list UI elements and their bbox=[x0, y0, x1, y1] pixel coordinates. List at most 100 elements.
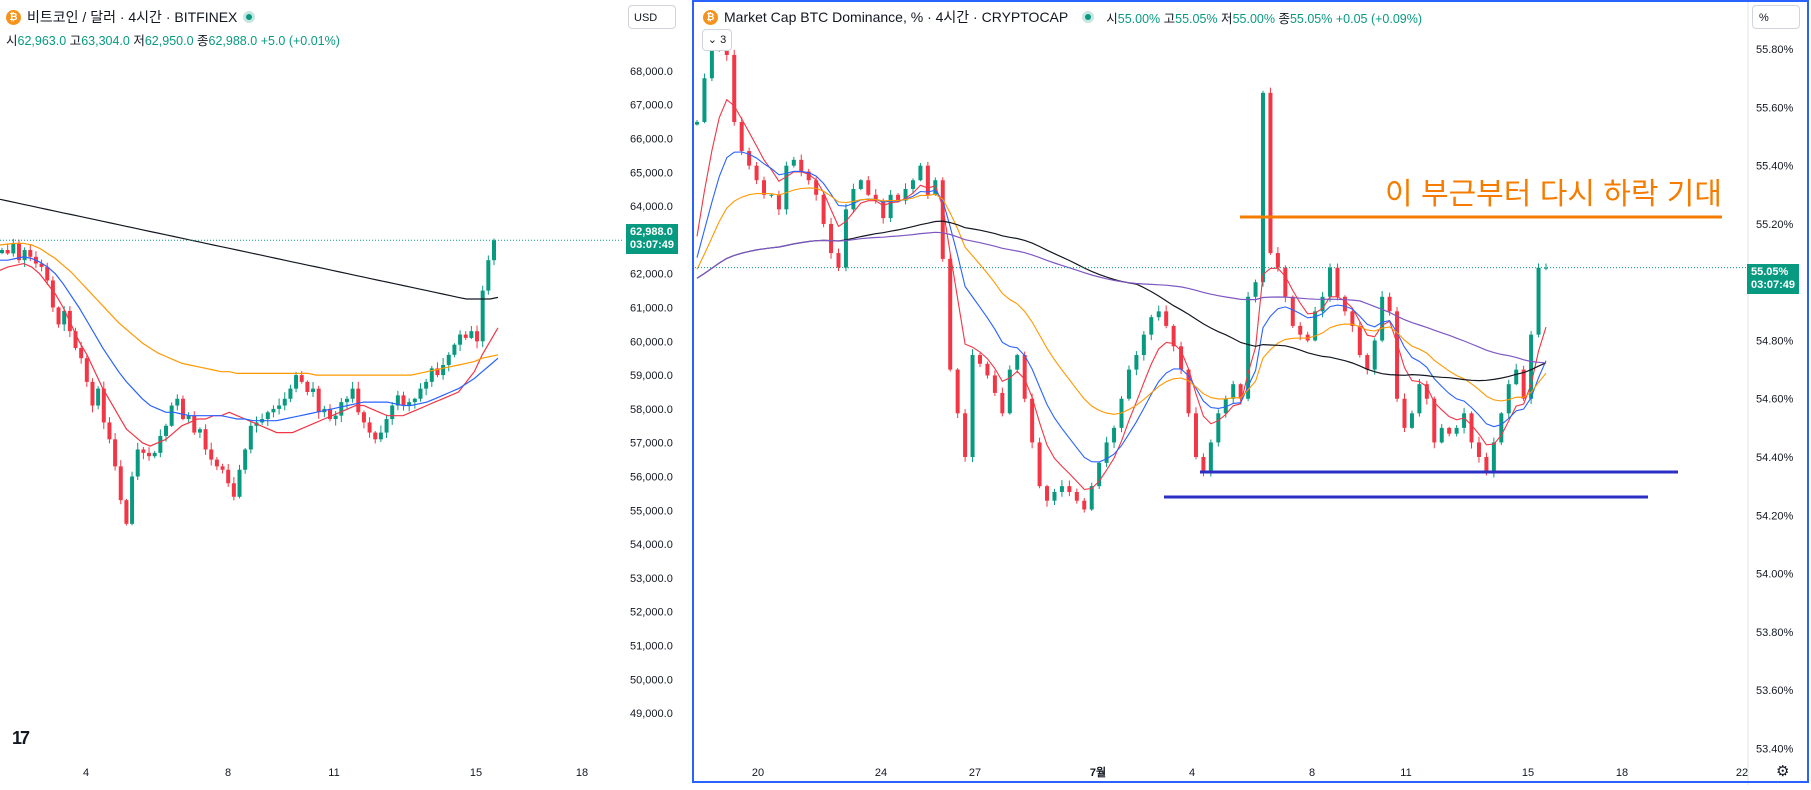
left-candle bbox=[407, 402, 412, 406]
right-y-tick-label: 55.60% bbox=[1756, 102, 1794, 114]
right-y-tick-label: 55.20% bbox=[1756, 219, 1794, 231]
right-y-tick-label: 54.40% bbox=[1756, 452, 1794, 464]
left-ma-line-0 bbox=[0, 262, 499, 447]
left-candle bbox=[316, 388, 321, 413]
left-price-axis-canvas[interactable]: 68,000.0 67,000.0 66,000.0 65,000.0 64,000.0… bbox=[624, 0, 692, 785]
left-candle bbox=[192, 415, 197, 433]
left-y-tick-label: 61,000.0 bbox=[630, 303, 673, 315]
right-candle bbox=[1097, 462, 1102, 487]
right-candle bbox=[1424, 384, 1429, 399]
right-candle bbox=[1447, 427, 1452, 434]
right-candle bbox=[1387, 296, 1392, 312]
right-candle bbox=[978, 355, 982, 364]
left-candle bbox=[373, 432, 378, 440]
right-candle bbox=[1454, 427, 1459, 434]
right-candle bbox=[709, 49, 714, 79]
percent-scale-button[interactable]: % bbox=[1752, 5, 1800, 29]
left-candle bbox=[469, 331, 474, 338]
right-candle bbox=[1432, 398, 1437, 443]
left-bar-countdown: 03:07:49 bbox=[630, 239, 675, 251]
right-candle bbox=[695, 121, 699, 125]
high-value: 55.05% bbox=[1175, 11, 1218, 26]
left-candle bbox=[492, 240, 496, 261]
left-candle bbox=[164, 425, 168, 436]
close-value: 62,988.0 bbox=[208, 34, 258, 48]
right-y-tick-label: 54.00% bbox=[1756, 569, 1794, 581]
right-candle bbox=[799, 159, 804, 172]
left-candle bbox=[339, 402, 344, 416]
change-value: +0.05 (+0.09%) bbox=[1335, 11, 1423, 26]
right-candle bbox=[1156, 311, 1161, 318]
left-candle bbox=[265, 412, 270, 420]
right-candle bbox=[851, 188, 856, 210]
right-candle bbox=[1045, 486, 1050, 501]
right-candle bbox=[1015, 355, 1020, 370]
left-candle bbox=[231, 483, 236, 497]
btc-usd-chart-pane[interactable]: 4 8 11 15 18 bbox=[0, 0, 624, 785]
right-candle bbox=[1529, 334, 1534, 399]
right-x-tick-label: 8 bbox=[1309, 767, 1315, 779]
currency-select-button[interactable]: USD bbox=[628, 5, 676, 29]
left-last-price: 62,988.0 bbox=[630, 226, 673, 238]
right-candle bbox=[1208, 442, 1213, 472]
left-candle bbox=[16, 243, 21, 261]
settings-gear-icon[interactable]: ⚙ bbox=[1776, 763, 1790, 780]
left-chart-legend: ₿ 비트코인 / 달러 · 4시간 · BITFINEX bbox=[6, 7, 256, 27]
left-y-tick-label: 51,000.0 bbox=[630, 641, 673, 653]
left-y-tick-label: 60,000.0 bbox=[630, 336, 673, 348]
left-candle bbox=[113, 439, 118, 467]
right-candle bbox=[1305, 334, 1310, 341]
right-candle bbox=[1112, 427, 1117, 443]
right-candle bbox=[1164, 311, 1169, 326]
btc-usd-chart-canvas[interactable]: 4 8 11 15 18 bbox=[0, 0, 624, 785]
right-candle bbox=[1246, 296, 1251, 399]
left-candle bbox=[84, 358, 89, 382]
right-x-tick-label: 7월 bbox=[1090, 765, 1106, 779]
left-candle bbox=[299, 375, 304, 382]
right-candle bbox=[1328, 267, 1333, 297]
indicators-toggle-button[interactable]: ⌄ 3 bbox=[702, 29, 732, 51]
right-candle bbox=[955, 369, 960, 414]
btc-dominance-chart-pane[interactable]: 55.80% 55.60% 55.40% 55.20% 55.00% 54.80% 54.6… bbox=[692, 0, 1811, 785]
right-candle bbox=[1275, 253, 1280, 268]
btc-dominance-chart-canvas[interactable]: 55.80% 55.60% 55.40% 55.20% 55.00% 54.80% 54.6… bbox=[692, 0, 1811, 785]
right-candle bbox=[1402, 398, 1407, 428]
low-label: 저 bbox=[1221, 11, 1233, 26]
left-candle bbox=[328, 408, 332, 420]
right-candle bbox=[918, 165, 923, 181]
right-ma-long-line bbox=[696, 220, 1547, 382]
right-candle bbox=[963, 413, 968, 458]
right-candle bbox=[1439, 427, 1444, 443]
right-candle bbox=[1074, 491, 1079, 501]
left-candle bbox=[22, 250, 27, 261]
right-candle bbox=[1186, 369, 1191, 414]
right-chart-title[interactable]: Market Cap BTC Dominance, % · 4시간 · CRYP… bbox=[724, 9, 1069, 25]
left-y-tick-label: 68,000.0 bbox=[630, 66, 673, 78]
right-y-tick-label: 54.60% bbox=[1756, 394, 1794, 406]
right-candle bbox=[1521, 369, 1526, 399]
left-candle bbox=[429, 368, 434, 382]
right-candle bbox=[747, 151, 752, 166]
left-last-price-label: 62,988.0 03:07:49 bbox=[626, 224, 679, 254]
right-bar-countdown: 03:07:49 bbox=[1751, 279, 1796, 291]
left-candle bbox=[209, 449, 214, 460]
right-candle bbox=[1491, 442, 1496, 472]
right-candle bbox=[933, 180, 938, 195]
right-candle bbox=[940, 180, 945, 259]
left-candle bbox=[418, 388, 423, 399]
left-chart-title[interactable]: 비트코인 / 달러 · 4시간 · BITFINEX bbox=[27, 9, 238, 25]
right-candle bbox=[1126, 369, 1131, 399]
right-x-tick-label: 18 bbox=[1616, 767, 1628, 779]
left-y-tick-label: 62,000.0 bbox=[630, 269, 673, 281]
right-candle bbox=[896, 194, 901, 201]
left-price-axis[interactable]: 68,000.0 67,000.0 66,000.0 65,000.0 64,000.0… bbox=[624, 0, 693, 785]
right-ohlc-values: 시55.00% 고55.05% 저55.00% 종55.05% +0.05 (+… bbox=[1106, 8, 1422, 27]
annotation-text: 이 부근부터 다시 하락 기대 bbox=[1385, 178, 1722, 211]
open-value: 62,963.0 bbox=[17, 34, 67, 48]
tradingview-logo[interactable]: 17 bbox=[12, 728, 30, 748]
right-last-price: 55.05% bbox=[1751, 266, 1789, 278]
right-candle bbox=[762, 180, 767, 195]
left-candle bbox=[118, 466, 123, 501]
bitcoin-icon: ₿ bbox=[703, 9, 718, 25]
left-ma-line-3 bbox=[0, 198, 499, 300]
